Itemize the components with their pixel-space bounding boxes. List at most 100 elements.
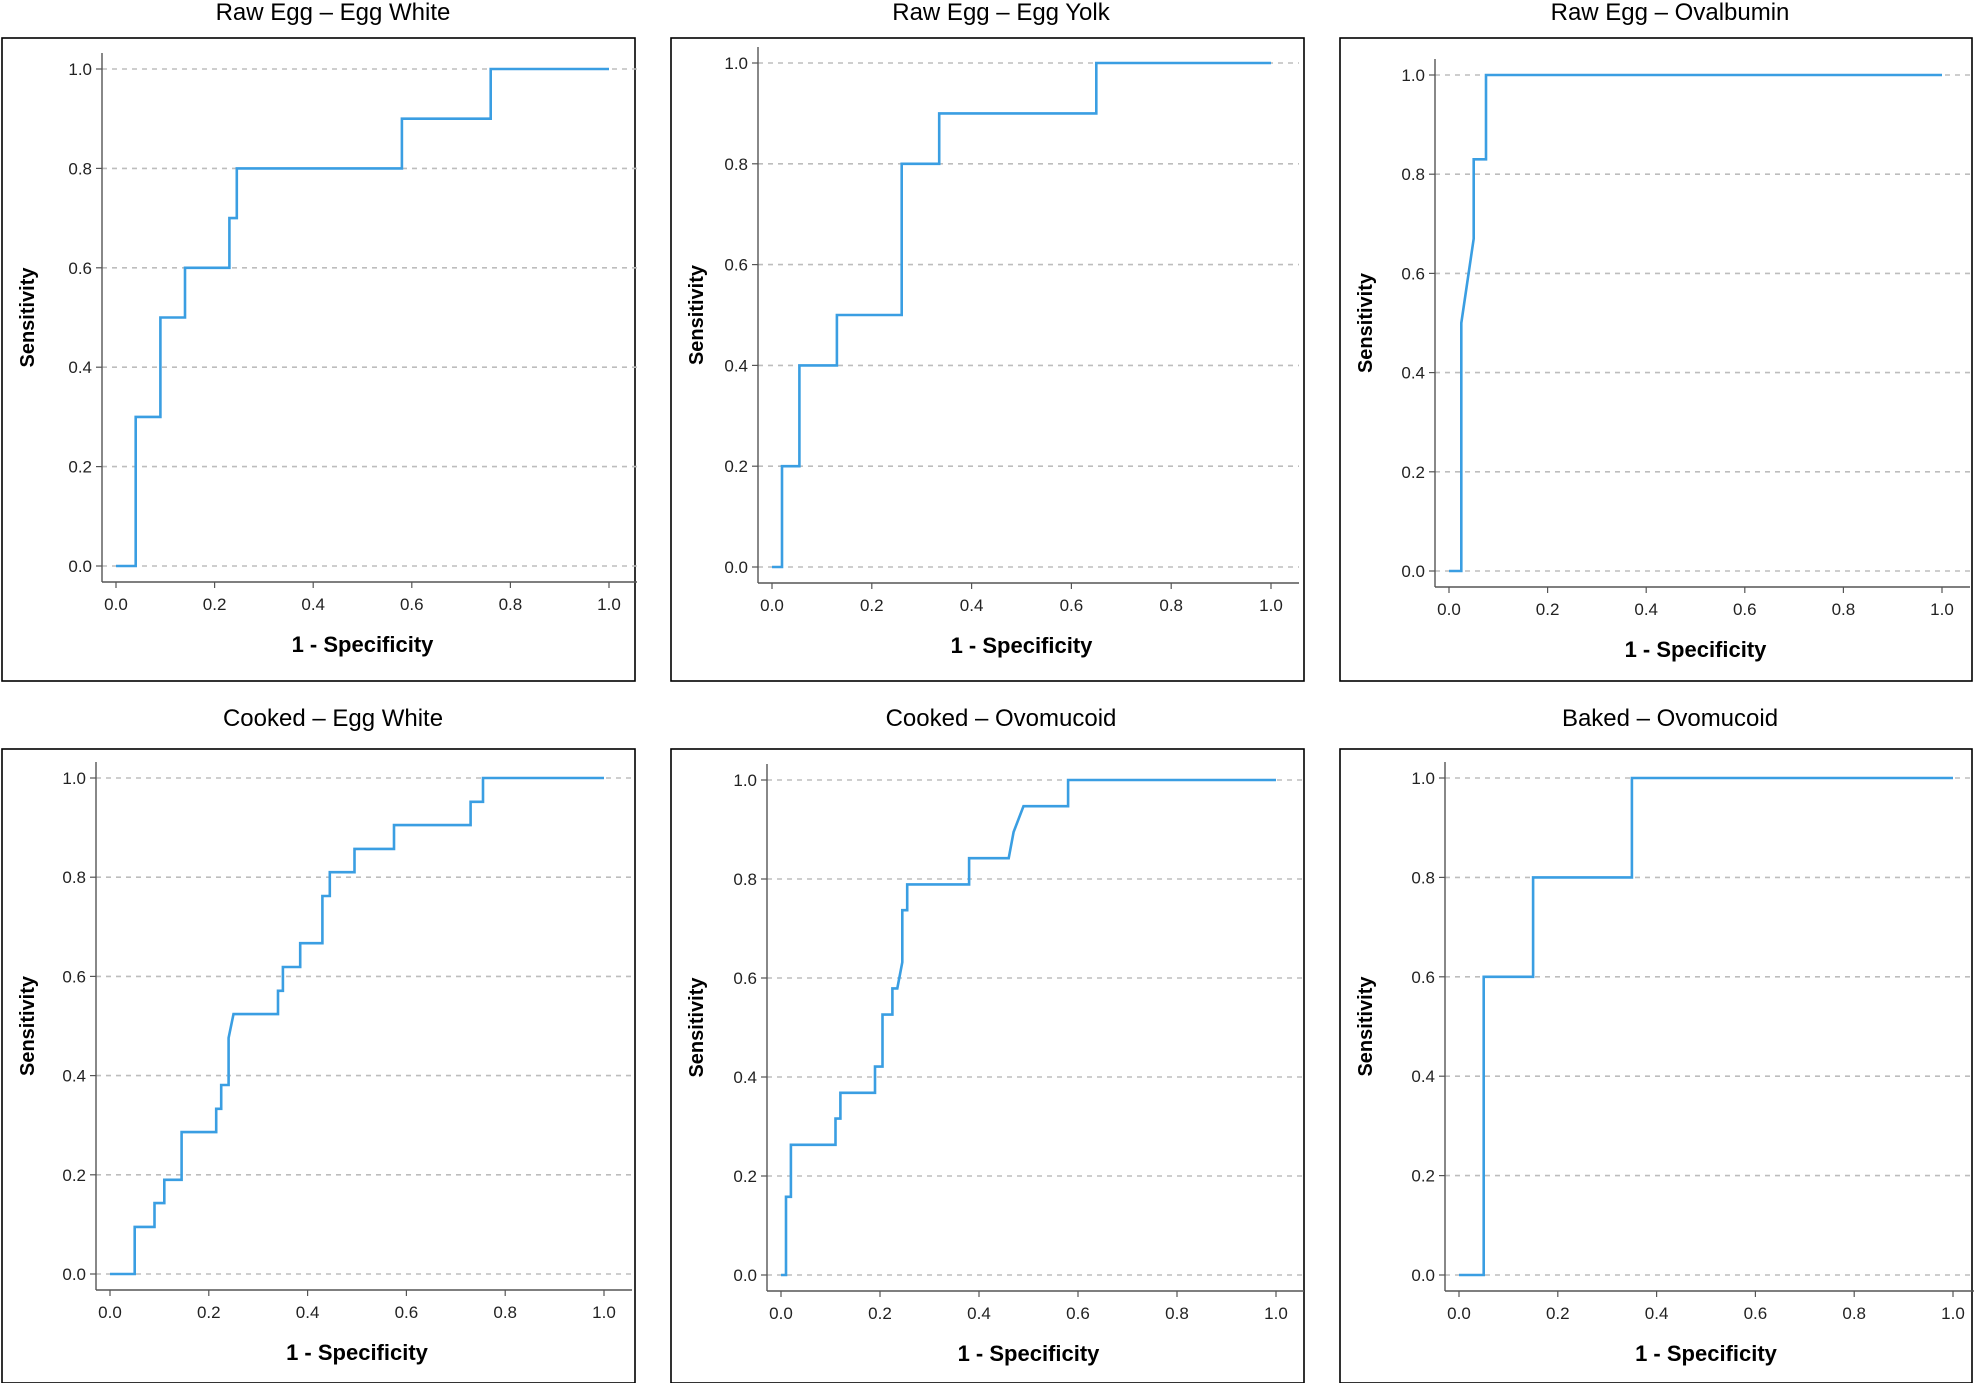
panel-title: Raw Egg – Egg Yolk xyxy=(892,0,1110,26)
y-tick-label: 0.8 xyxy=(1411,868,1435,887)
x-tick-label: 0.0 xyxy=(760,596,784,615)
x-axis-label: 1 - Specificity xyxy=(951,633,1094,658)
y-tick-label: 1.0 xyxy=(68,60,92,79)
roc-panel-4: Cooked – Egg White 0.0 0.2 0.4 0.6 0.8 1.0 0.0 0… xyxy=(2,705,635,1383)
y-tick-label: 1.0 xyxy=(1411,769,1435,788)
y-tick-label: 0.2 xyxy=(733,1167,757,1186)
x-tick-label: 0.6 xyxy=(395,1303,419,1322)
x-tick-label: 0.4 xyxy=(960,596,984,615)
roc-curve xyxy=(1459,778,1953,1275)
x-tick-label: 0.2 xyxy=(203,595,227,614)
x-tick-label: 1.0 xyxy=(592,1303,616,1322)
panel-title: Raw Egg – Egg White xyxy=(216,0,451,26)
x-tick-label: 0.4 xyxy=(296,1303,320,1322)
x-tick-label: 0.2 xyxy=(1536,600,1560,619)
roc-panel-3: Raw Egg – Ovalbumin 0.0 0.2 0.4 0.6 0.8 1.0 0.0… xyxy=(1340,0,1972,681)
y-tick-label: 0.0 xyxy=(724,558,748,577)
roc-curve xyxy=(116,69,609,566)
x-tick-label: 1.0 xyxy=(1930,600,1954,619)
x-tick-label: 0.8 xyxy=(1159,596,1183,615)
x-axis-label: 1 - Specificity xyxy=(286,1340,429,1365)
panel-frame xyxy=(1340,749,1972,1383)
y-tick-label: 1.0 xyxy=(1401,66,1425,85)
y-axis-label: Sensitivity xyxy=(1355,976,1377,1077)
x-tick-label: 0.6 xyxy=(1744,1304,1768,1323)
y-tick-label: 0.4 xyxy=(68,358,92,377)
y-tick-label: 1.0 xyxy=(62,769,86,788)
roc-curve xyxy=(1449,75,1942,571)
x-tick-label: 0.0 xyxy=(98,1303,122,1322)
x-tick-label: 0.0 xyxy=(769,1304,793,1323)
y-tick-label: 0.4 xyxy=(733,1068,757,1087)
y-tick-label: 0.8 xyxy=(62,868,86,887)
x-tick-label: 0.2 xyxy=(868,1304,892,1323)
x-tick-label: 0.2 xyxy=(1546,1304,1570,1323)
x-tick-label: 0.6 xyxy=(1733,600,1757,619)
y-tick-label: 0.6 xyxy=(733,969,757,988)
x-tick-label: 0.8 xyxy=(1842,1304,1866,1323)
y-tick-label: 1.0 xyxy=(724,54,748,73)
x-tick-label: 0.4 xyxy=(1634,600,1658,619)
x-tick-label: 1.0 xyxy=(1264,1304,1288,1323)
roc-curve xyxy=(781,780,1276,1275)
y-tick-label: 0.8 xyxy=(68,159,92,178)
y-tick-label: 0.8 xyxy=(724,155,748,174)
y-tick-label: 0.4 xyxy=(724,356,748,375)
roc-panel-2: Raw Egg – Egg Yolk 0.0 0.2 0.4 0.6 0.8 1.0 0.0 0… xyxy=(671,0,1304,681)
x-tick-label: 0.2 xyxy=(860,596,884,615)
y-tick-label: 0.6 xyxy=(1411,968,1435,987)
y-tick-label: 0.4 xyxy=(1411,1067,1435,1086)
roc-panel-6: Baked – Ovomucoid 0.0 0.2 0.4 0.6 0.8 1.0 0.0 0.… xyxy=(1340,705,1974,1383)
y-tick-label: 0.0 xyxy=(1401,562,1425,581)
x-axis-label: 1 - Specificity xyxy=(1635,1341,1778,1366)
panel-frame xyxy=(671,749,1304,1383)
y-axis-label: Sensitivity xyxy=(686,977,708,1078)
x-axis-label: 1 - Specificity xyxy=(1625,637,1768,662)
x-tick-label: 0.4 xyxy=(1645,1304,1669,1323)
x-tick-label: 0.6 xyxy=(1060,596,1084,615)
y-tick-label: 0.0 xyxy=(1411,1266,1435,1285)
x-tick-label: 1.0 xyxy=(1941,1304,1965,1323)
y-tick-label: 0.2 xyxy=(62,1166,86,1185)
y-tick-label: 0.4 xyxy=(62,1067,86,1086)
x-tick-label: 0.2 xyxy=(197,1303,221,1322)
y-axis-label: Sensitivity xyxy=(1355,272,1377,373)
y-tick-label: 0.0 xyxy=(62,1265,86,1284)
roc-panel-5: Cooked – Ovomucoid0.00.20.40.60.81.00.0 0… xyxy=(671,705,1304,1383)
x-axis-label: 1 - Specificity xyxy=(958,1341,1101,1366)
y-tick-label: 0.8 xyxy=(1401,165,1425,184)
x-tick-label: 0.8 xyxy=(493,1303,517,1322)
x-tick-label: 0.0 xyxy=(104,595,128,614)
y-tick-label: 0.0 xyxy=(733,1266,757,1285)
x-tick-label: 0.4 xyxy=(967,1304,991,1323)
roc-chart-grid: Raw Egg – Egg White 0.0 0.2 0.4 0.6 0.8 1.0 0.0… xyxy=(0,0,1974,1383)
y-axis-label: Sensitivity xyxy=(17,267,39,368)
panel-frame xyxy=(2,38,635,681)
x-tick-label: 0.8 xyxy=(1832,600,1856,619)
x-tick-label: 0.4 xyxy=(301,595,325,614)
x-tick-label: 0.0 xyxy=(1437,600,1461,619)
y-tick-label: 0.2 xyxy=(724,457,748,476)
y-tick-label: 0.6 xyxy=(68,259,92,278)
y-tick-label: 0.8 xyxy=(733,870,757,889)
roc-panel-1: Raw Egg – Egg White 0.0 0.2 0.4 0.6 0.8 1.0 0.0… xyxy=(2,0,637,681)
panel-frame xyxy=(2,749,635,1383)
y-tick-label: 0.6 xyxy=(724,256,748,275)
y-tick-label: 1.0 xyxy=(733,771,757,790)
panel-title: Raw Egg – Ovalbumin xyxy=(1551,0,1790,26)
panel-title: Baked – Ovomucoid xyxy=(1562,705,1778,732)
y-tick-label: 0.2 xyxy=(1411,1167,1435,1186)
x-tick-label: 0.8 xyxy=(499,595,523,614)
y-tick-label: 0.6 xyxy=(1401,264,1425,283)
x-tick-label: 1.0 xyxy=(597,595,621,614)
x-tick-label: 0.0 xyxy=(1447,1304,1471,1323)
y-tick-label: 0.4 xyxy=(1401,364,1425,383)
panel-frame xyxy=(671,38,1304,681)
y-tick-label: 0.6 xyxy=(62,967,86,986)
y-tick-label: 0.2 xyxy=(1401,463,1425,482)
panel-title: Cooked – Egg White xyxy=(223,705,443,732)
roc-curve xyxy=(110,778,604,1274)
y-tick-label: 0.2 xyxy=(68,458,92,477)
x-tick-label: 0.6 xyxy=(1066,1304,1090,1323)
y-tick-label: 0.0 xyxy=(68,557,92,576)
